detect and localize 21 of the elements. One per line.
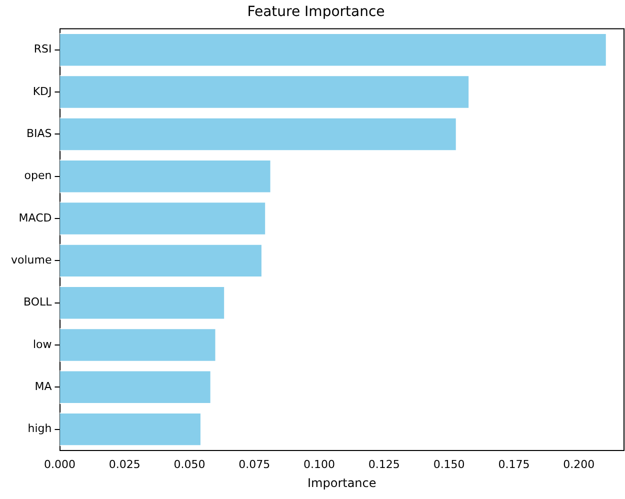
chart-title: Feature Importance [247,4,385,20]
x-tick-label: 0.075 [238,458,270,471]
y-tick-label: volume [10,254,52,267]
x-tick-label: 0.025 [108,458,140,471]
y-tick-label: low [32,338,52,351]
x-tick-label: 0.000 [44,458,76,471]
x-tick-label: 0.175 [498,458,530,471]
y-tick-label: BIAS [26,127,52,140]
y-tick-label: MACD [18,211,52,224]
y-tick-label: RSI [34,42,52,56]
y-tick-label: MA [34,380,52,394]
y-tick-label: KDJ [32,84,52,98]
x-tick-label: 0.050 [174,458,206,471]
x-tick-label: 0.100 [304,458,336,471]
y-tick-label: high [28,422,52,436]
x-tick-label: 0.150 [433,458,465,471]
x-axis-title: Importance [307,476,376,490]
x-tick-label: 0.125 [368,458,400,471]
y-tick-label: BOLL [23,296,53,309]
x-tick-label: 0.200 [563,458,595,471]
y-tick-label: open [24,169,52,182]
